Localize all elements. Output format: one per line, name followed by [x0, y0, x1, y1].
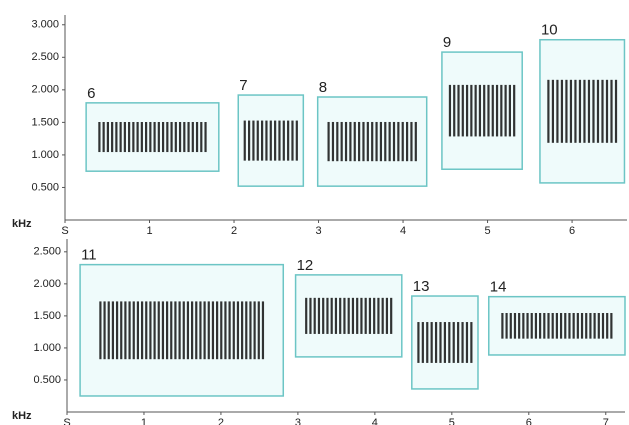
- y-axis-label: kHz: [12, 410, 32, 422]
- x-tick-label: 6: [569, 225, 575, 237]
- y-tick-label: 1.000: [31, 149, 59, 161]
- region-label: 11: [81, 247, 97, 264]
- y-tick-label: 1.500: [31, 116, 59, 128]
- region-label: 7: [239, 77, 247, 94]
- y-tick-label: 1.500: [33, 310, 61, 322]
- region-label: 6: [87, 85, 95, 102]
- region-label: 14: [490, 279, 507, 296]
- y-tick-label: 2.000: [33, 278, 61, 290]
- region-label: 12: [297, 257, 314, 274]
- y-tick-label: 2.500: [33, 246, 61, 258]
- x-tick-label: 2: [231, 225, 237, 237]
- region-label: 8: [319, 79, 327, 96]
- y-tick-label: 2.000: [31, 84, 59, 96]
- x-tick-label: 6: [526, 417, 532, 425]
- x-tick-label: 1: [141, 417, 147, 425]
- y-tick-label: 3.000: [31, 19, 59, 31]
- region-label: 9: [443, 34, 451, 51]
- region-box: [86, 103, 219, 171]
- x-tick-label: 3: [295, 417, 301, 425]
- x-tick-label: 5: [484, 225, 490, 237]
- x-tick-label: 5: [449, 417, 455, 425]
- region-label: 10: [541, 22, 558, 39]
- y-tick-label: 2.500: [31, 51, 59, 63]
- x-tick-label: 4: [400, 225, 406, 237]
- y-axis-label: kHz: [12, 218, 32, 230]
- x-tick-label: S: [61, 225, 68, 237]
- region-label: 13: [413, 278, 430, 295]
- x-tick-label: 2: [218, 417, 224, 425]
- x-tick-label: 7: [603, 417, 609, 425]
- y-tick-label: 0.500: [31, 181, 59, 193]
- x-tick-label: 4: [372, 417, 378, 425]
- x-tick-label: 1: [146, 225, 152, 237]
- y-tick-label: 0.500: [33, 374, 61, 386]
- y-tick-label: 1.000: [33, 342, 61, 354]
- region-box: [80, 265, 283, 396]
- x-tick-label: S: [63, 417, 70, 425]
- figure: 0.5001.0001.5002.0002.5003.000S123456kHz…: [0, 0, 629, 425]
- x-tick-label: 3: [315, 225, 321, 237]
